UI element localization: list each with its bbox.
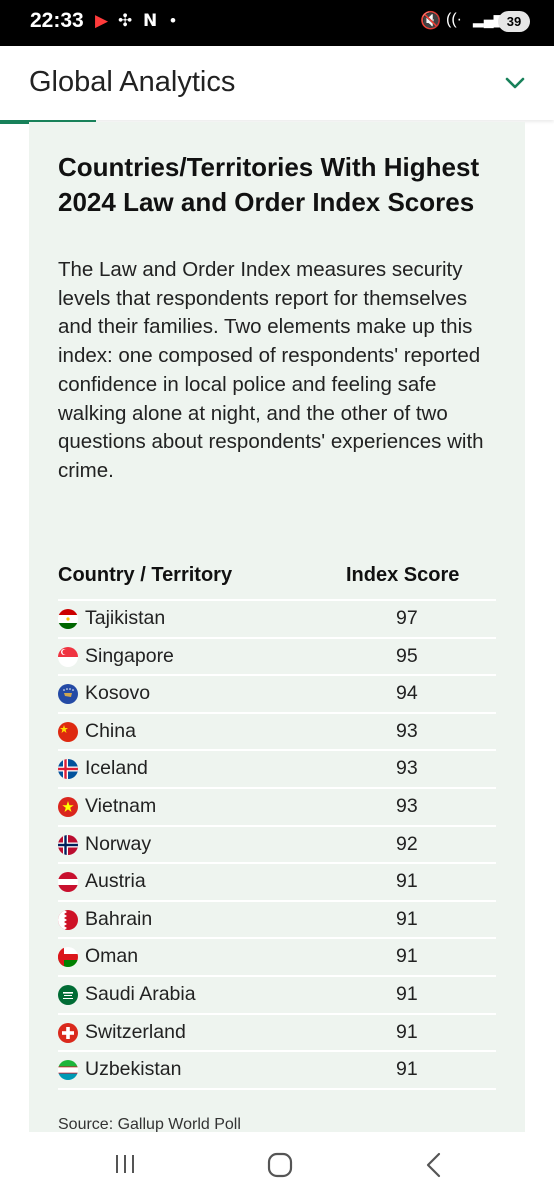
- switzerland-flag-icon: [58, 1022, 78, 1043]
- country-name: Saudi Arabia: [85, 982, 196, 1005]
- index-score: 91: [396, 1020, 418, 1043]
- country-name: Norway: [85, 832, 152, 855]
- index-score: 97: [396, 607, 418, 629]
- country-name: Vietnam: [85, 794, 157, 817]
- norway-flag-icon: [58, 834, 78, 855]
- page-title: Global Analytics: [29, 66, 236, 98]
- country-name: Oman: [85, 945, 139, 968]
- index-score: 92: [396, 832, 418, 855]
- table-row: Bahrain 91: [58, 902, 496, 940]
- app-icon: ✣: [118, 11, 133, 30]
- table-row: Uzbekistan 91: [58, 1052, 496, 1090]
- recent-apps-icon[interactable]: [113, 1152, 137, 1176]
- netflix-icon: N: [143, 11, 158, 31]
- chevron-down-icon[interactable]: [504, 72, 526, 94]
- bahrain-flag-icon: [58, 909, 78, 930]
- index-score: 91: [396, 907, 418, 930]
- country-name: Austria: [85, 870, 146, 893]
- column-header-country: Country / Territory: [58, 564, 233, 586]
- table-row: Vietnam 93: [58, 789, 496, 827]
- austria-flag-icon: [58, 872, 78, 893]
- china-flag-icon: [58, 721, 78, 742]
- status-time: 22:33: [30, 9, 84, 32]
- saudi-arabia-flag-icon: [58, 984, 78, 1005]
- table-row: Tajikistan 97: [58, 601, 496, 639]
- country-name: China: [85, 719, 136, 742]
- table-row: Switzerland 91: [58, 1015, 496, 1053]
- country-name: Singapore: [85, 644, 174, 667]
- index-score: 91: [396, 870, 418, 893]
- wifi-icon: ((·: [446, 11, 462, 28]
- table-row: Norway 92: [58, 827, 496, 865]
- index-score: 91: [396, 982, 418, 1005]
- uzbekistan-flag-icon: [58, 1060, 78, 1081]
- scores-table: Country / Territory Index Score Tajikist…: [58, 562, 496, 1090]
- table-row: Iceland 93: [58, 751, 496, 789]
- app-header: Global Analytics: [0, 46, 554, 124]
- home-icon[interactable]: [267, 1152, 293, 1178]
- table-row: China 93: [58, 714, 496, 752]
- signal-icon: ▂▄▆: [473, 11, 505, 27]
- dot-icon: •: [170, 11, 176, 30]
- back-icon[interactable]: [424, 1152, 444, 1178]
- table-row: Singapore 95: [58, 639, 496, 677]
- country-name: Uzbekistan: [85, 1058, 182, 1081]
- kosovo-flag-icon: [58, 684, 78, 705]
- tajikistan-flag-icon: [58, 609, 78, 629]
- column-header-score: Index Score: [346, 564, 460, 586]
- table-row: Kosovo 94: [58, 676, 496, 714]
- card-title: Countries/Territories With Highest 2024 …: [58, 152, 480, 217]
- index-score: 91: [396, 1058, 418, 1081]
- status-bar: 22:33 ▶ ✣ N • 🔇 ((· ▂▄▆ 39: [0, 0, 554, 46]
- country-name: Iceland: [85, 757, 148, 780]
- youtube-icon: ▶: [95, 11, 109, 30]
- content-card: Countries/Territories With Highest 2024 …: [29, 122, 525, 1132]
- source-note: Source: Gallup World Poll: [58, 1116, 241, 1132]
- card-description: The Law and Order Index measures securit…: [58, 258, 484, 482]
- vietnam-flag-icon: [58, 796, 78, 817]
- country-name: Switzerland: [85, 1020, 186, 1043]
- table-row: Oman 91: [58, 939, 496, 977]
- index-score: 93: [396, 794, 418, 817]
- singapore-flag-icon: [58, 646, 78, 667]
- mute-icon: 🔇: [420, 11, 442, 30]
- oman-flag-icon: [58, 947, 78, 968]
- system-nav-bar: [0, 1132, 554, 1200]
- index-score: 91: [396, 945, 418, 968]
- country-name: Bahrain: [85, 907, 153, 930]
- index-score: 93: [396, 719, 418, 742]
- index-score: 93: [396, 757, 418, 780]
- index-score: 95: [396, 644, 418, 667]
- iceland-flag-icon: [58, 759, 78, 780]
- table-row: Saudi Arabia 91: [58, 977, 496, 1015]
- country-name: Tajikistan: [85, 607, 166, 629]
- battery-indicator: 39: [498, 11, 530, 32]
- index-score: 94: [396, 682, 418, 705]
- table-header: Country / Territory Index Score: [58, 562, 496, 601]
- country-name: Kosovo: [85, 682, 151, 705]
- table-row: Austria 91: [58, 864, 496, 902]
